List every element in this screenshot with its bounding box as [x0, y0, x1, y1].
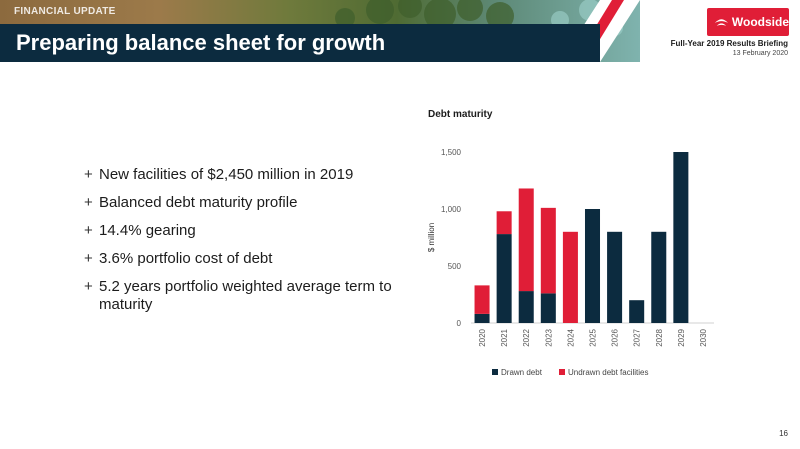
x-tick-label: 2027 — [633, 328, 642, 346]
x-tick-label: 2030 — [699, 328, 708, 346]
x-tick-label: 2029 — [677, 328, 686, 346]
bar-undrawn-debt-facilities-2022 — [518, 188, 534, 292]
x-tick-label: 2028 — [655, 328, 664, 346]
y-tick-label: 0 — [457, 319, 462, 328]
bar-undrawn-debt-facilities-2023 — [540, 207, 556, 294]
bar-drawn-debt-2028 — [651, 231, 667, 323]
bullet-marker: + — [84, 166, 93, 183]
logo-mark-icon — [714, 19, 728, 26]
bar-drawn-debt-2020 — [474, 313, 490, 323]
bar-drawn-debt-2026 — [607, 231, 623, 323]
legend-label: Drawn debt — [501, 368, 543, 377]
bullet-marker: + — [84, 222, 93, 239]
bullet-marker: + — [84, 278, 93, 295]
title-bar — [0, 24, 600, 62]
x-tick-label: 2022 — [522, 328, 531, 346]
legend-swatch — [492, 369, 498, 375]
page-title: Preparing balance sheet for growth — [16, 30, 386, 55]
bar-undrawn-debt-facilities-2021 — [496, 211, 512, 235]
bar-drawn-debt-2029 — [673, 152, 689, 323]
page-number: 16 — [779, 429, 788, 438]
x-tick-label: 2023 — [544, 328, 553, 346]
bullet-item: +14.4% gearing — [84, 222, 404, 240]
bullet-text: 5.2 years portfolio weighted average ter… — [99, 278, 392, 313]
bullet-item: + New facilities of $2,450 million in 201… — [84, 166, 404, 184]
x-tick-label: 2024 — [566, 328, 575, 346]
bullet-list: + New facilities of $2,450 million in 201… — [84, 166, 404, 324]
debt-maturity-chart: 0 500 1,000 1,500 $ million 2020 2021 2022 2023 2… — [427, 148, 714, 377]
x-tick-label: 2021 — [500, 328, 509, 346]
bullet-text: New facilities of $2,450 million in 2019 — [99, 166, 354, 183]
bullet-marker: + — [84, 250, 93, 267]
bar-drawn-debt-2025 — [584, 209, 601, 323]
x-tick-label: 2026 — [611, 328, 620, 346]
y-tick-label: 1,500 — [441, 148, 462, 157]
bar-undrawn-debt-facilities-2024 — [562, 231, 578, 323]
bar-drawn-debt-2022 — [518, 291, 534, 323]
bar-undrawn-debt-facilities-2020 — [474, 285, 490, 314]
legend-swatch — [559, 369, 565, 375]
event-date: 13 February 2020 — [732, 50, 788, 57]
bullet-item: + Balanced debt maturity profile — [84, 194, 404, 212]
y-tick-label: 500 — [448, 262, 462, 271]
bar-drawn-debt-2021 — [496, 234, 512, 323]
y-axis-label: $ million — [427, 223, 436, 252]
logo-text: Woodside — [731, 15, 789, 29]
company-logo: Woodside — [707, 8, 789, 36]
chart-title: Debt maturity — [428, 109, 493, 120]
bullet-marker: + — [84, 194, 93, 211]
bar-drawn-debt-2023 — [540, 293, 556, 323]
bullet-text: 3.6% portfolio cost of debt — [99, 250, 273, 267]
section-tag: FINANCIAL UPDATE — [14, 6, 116, 17]
x-tick-label: 2020 — [478, 328, 487, 346]
y-tick-label: 1,000 — [441, 205, 462, 214]
event-name: Full-Year 2019 Results Briefing — [670, 39, 788, 48]
legend-label: Undrawn debt facilities — [568, 368, 648, 377]
slide-header: FINANCIAL UPDATE Preparing balance sheet… — [0, 0, 800, 62]
bar-drawn-debt-2027 — [629, 300, 645, 323]
bullet-item: +3.6% portfolio cost of debt — [84, 250, 404, 268]
x-tick-label: 2025 — [589, 328, 598, 346]
bullet-item: +5.2 years portfolio weighted average te… — [84, 278, 404, 314]
bullet-text: Balanced debt maturity profile — [99, 194, 298, 211]
bullet-text: 14.4% gearing — [99, 222, 196, 239]
